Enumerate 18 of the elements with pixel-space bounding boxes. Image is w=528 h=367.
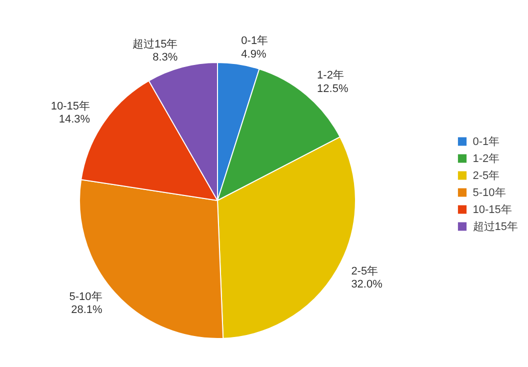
data-label: 4.9% (241, 48, 266, 60)
slice-label: 5-10年 (69, 290, 102, 303)
slice-label: 0-1年 (241, 35, 268, 48)
slice-label: 1-2年 (317, 70, 344, 82)
legend-label: 超过15年 (472, 220, 518, 234)
legend-label: 10-15年 (472, 202, 512, 216)
legend-label: 2-5年 (472, 168, 500, 182)
data-label: 14.3% (58, 114, 90, 126)
data-label: 12.5% (317, 82, 348, 95)
data-label: 32.0% (351, 278, 383, 291)
data-label: 8.3% (152, 52, 178, 64)
legend-label: 0-1年 (472, 134, 500, 148)
slice-label: 超过15年 (132, 38, 178, 51)
legend-label: 5-10年 (472, 186, 506, 200)
slice-label: 2-5年 (351, 265, 378, 278)
slice-label: 10-15年 (50, 100, 90, 112)
legend-label: 1-2年 (472, 152, 500, 166)
data-label: 28.1% (71, 304, 103, 316)
